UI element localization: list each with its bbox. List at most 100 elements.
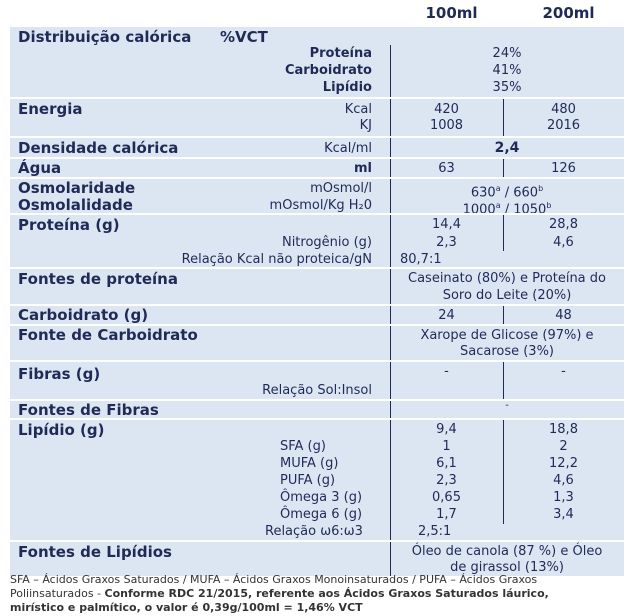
row-distribuicao: Distribuição calórica %VCT Proteína Carb…: [10, 25, 624, 97]
proteina-label: Proteína (g): [18, 216, 120, 234]
agua-unit: ml: [353, 161, 372, 176]
mufa-label: MUFA (g): [280, 456, 339, 471]
col-sep: [390, 45, 391, 97]
densidade-label: Densidade calórica: [18, 139, 179, 157]
relacao-omega-label: Relação ω6:ω3: [265, 524, 363, 539]
row-fibras: Fibras (g) - - Relação Sol:Insol: [10, 360, 624, 399]
relacao-kcal-value: 80,7:1: [400, 252, 442, 267]
omega6-100: 1,7: [436, 507, 457, 522]
pufa-100: 2,3: [436, 473, 457, 488]
osmolaridade-label: Osmolaridade: [18, 179, 136, 197]
row-agua: Água ml 63 126: [10, 157, 624, 177]
dist-label-proteina: Proteína: [309, 46, 372, 61]
fontes-proteina-label: Fontes de proteína: [18, 270, 178, 288]
col-sep: [503, 215, 504, 251]
fontes-proteina-line1: Caseinato (80%) e Proteína do: [408, 271, 606, 286]
col-sep: [503, 306, 504, 324]
mufa-100: 6,1: [436, 456, 457, 471]
carboidrato-100: 24: [438, 308, 455, 323]
mufa-200: 12,2: [549, 456, 578, 471]
nitrogenio-200: 4,6: [553, 235, 574, 250]
sfa-200: 2: [559, 439, 568, 454]
fontes-lipidios-line1: Óleo de canola (87 %) e Óleo: [411, 544, 603, 559]
fontes-fibras-value: -: [505, 400, 509, 411]
osmolaridade-unit: mOsmol/l: [310, 181, 372, 196]
carboidrato-200: 48: [555, 308, 572, 323]
energia-100-kj: 1008: [429, 118, 464, 133]
fontes-lipidios-line2: de girassol (13%): [450, 560, 564, 575]
osmolalidade-label: Osmolalidade: [18, 196, 133, 214]
row-fontes-proteina: Fontes de proteína Caseinato (80%) e Pro…: [10, 267, 624, 304]
dist-label-carboidrato: Carboidrato: [284, 63, 372, 78]
col-sep: [390, 326, 391, 360]
energia-label: Energia: [18, 100, 83, 118]
energia-unit-kj: KJ: [359, 118, 372, 133]
col-sep: [390, 159, 391, 177]
row-carboidrato: Carboidrato (g) 24 48: [10, 304, 624, 324]
col-sep: [390, 269, 391, 304]
omega3-label: Ômega 3 (g): [280, 490, 363, 505]
fontes-fibras-label: Fontes de Fibras: [18, 401, 159, 419]
col-sep: [390, 306, 391, 324]
agua-100: 63: [438, 161, 455, 176]
nutrition-table: 100ml 200ml Distribuição calórica %VCT P…: [10, 3, 624, 576]
footnote: SFA – Ácidos Graxos Saturados / MUFA – Á…: [10, 573, 624, 615]
dist-label-lipidio: Lipídio: [322, 80, 372, 95]
lipidio-200: 18,8: [549, 422, 578, 437]
energia-unit-kcal: Kcal: [344, 102, 372, 117]
energia-100-kcal: 420: [434, 102, 459, 117]
distribuicao-title: Distribuição calórica: [18, 28, 192, 46]
relacao-kcal-label: Relação Kcal não proteica/gN: [181, 252, 372, 267]
fibras-label: Fibras (g): [18, 365, 101, 383]
row-proteina: Proteína (g) 14,4 28,8 Nitrogênio (g) 2,…: [10, 213, 624, 267]
distribuicao-vct: %VCT: [220, 28, 268, 46]
omega6-200: 3,4: [553, 507, 574, 522]
row-fontes-fibras: Fontes de Fibras -: [10, 399, 624, 418]
fibras-200: -: [561, 364, 566, 379]
pufa-label: PUFA (g): [280, 473, 336, 488]
dist-value-lipidio: 35%: [492, 80, 522, 95]
fibras-100: -: [444, 364, 449, 379]
nitrogenio-100: 2,3: [436, 235, 457, 250]
relacao-omega-value: 2,5:1: [418, 524, 452, 539]
col-sep: [390, 420, 391, 540]
fontes-proteina-line2: Soro do Leite (20%): [442, 288, 572, 303]
osmolalidade-unit: mOsmol/Kg H₂0: [269, 198, 372, 213]
header-100ml: 100ml: [425, 4, 478, 22]
sfa-label: SFA (g): [280, 439, 326, 454]
col-sep: [503, 159, 504, 177]
relacao-sol-insol-label: Relação Sol:Insol: [262, 383, 372, 398]
col-sep: [390, 138, 391, 157]
energia-200-kj: 2016: [546, 118, 581, 133]
sfa-100: 1: [442, 439, 451, 454]
fonte-carboidrato-label: Fonte de Carboidrato: [18, 326, 198, 344]
agua-200: 126: [551, 161, 576, 176]
proteina-100: 14,4: [432, 217, 461, 232]
row-energia: Energia Kcal KJ 420 1008 480 2016: [10, 97, 624, 136]
col-sep: [390, 99, 391, 136]
nitrogenio-label: Nitrogênio (g): [281, 235, 372, 250]
lipidio-100: 9,4: [436, 422, 457, 437]
densidade-unit: Kcal/ml: [324, 141, 372, 156]
fontes-lipidios-label: Fontes de Lipídios: [18, 543, 172, 561]
header-200ml: 200ml: [542, 4, 595, 22]
col-sep: [503, 420, 504, 524]
dist-value-proteina: 24%: [492, 46, 522, 61]
densidade-value: 2,4: [494, 140, 520, 156]
energia-200-kcal: 480: [551, 102, 576, 117]
proteina-200: 28,8: [549, 217, 578, 232]
row-fonte-carboidrato: Fonte de Carboidrato Xarope de Glicose (…: [10, 324, 624, 360]
omega3-100: 0,65: [432, 490, 461, 505]
col-sep: [390, 362, 391, 399]
row-lipidio: Lipídio (g) 9,4 18,8 SFA (g) 1 2 MUFA (g…: [10, 418, 624, 540]
col-sep: [503, 99, 504, 136]
omega6-label: Ômega 6 (g): [280, 507, 363, 522]
row-densidade: Densidade calórica Kcal/ml 2,4: [10, 136, 624, 157]
fonte-carboidrato-line1: Xarope de Glicose (97%) e: [420, 328, 594, 343]
dist-value-carboidrato: 41%: [492, 63, 522, 78]
row-fontes-lipidios: Fontes de Lipídios Óleo de canola (87 %)…: [10, 540, 624, 576]
agua-label: Água: [18, 159, 62, 177]
omega3-200: 1,3: [553, 490, 574, 505]
col-sep: [390, 542, 391, 576]
pufa-200: 4,6: [553, 473, 574, 488]
